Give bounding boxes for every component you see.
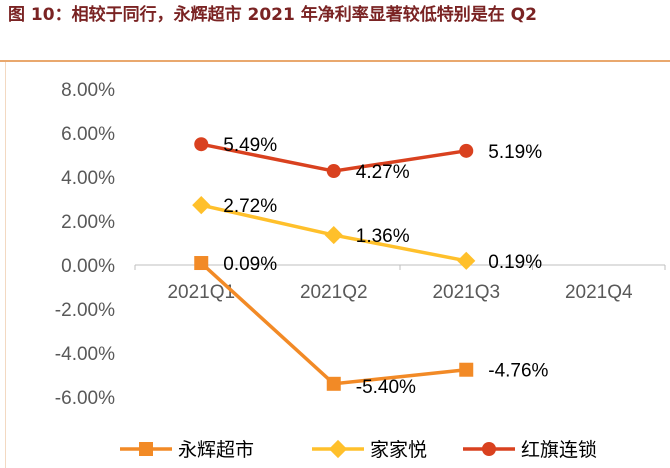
- data-point-marker: [459, 362, 474, 377]
- legend-marker: [139, 442, 153, 456]
- data-label: 5.19%: [488, 142, 542, 163]
- legend-label: 永辉超市: [178, 439, 254, 461]
- x-tick-label: 2021Q3: [432, 282, 500, 303]
- legend-marker: [328, 439, 348, 459]
- chart-title: 图 10：相较于同行，永辉超市 2021 年净利率显著较低特别是在 Q2: [8, 5, 537, 25]
- legend-label: 家家悦: [370, 439, 427, 461]
- data-point-marker: [192, 196, 211, 215]
- title-divider: [0, 60, 670, 62]
- data-label: 0.19%: [488, 252, 542, 273]
- data-label: -5.40%: [356, 377, 416, 398]
- y-tick-label: -2.00%: [55, 300, 115, 321]
- x-tick-label: 2021Q2: [300, 282, 368, 303]
- data-label: 5.49%: [223, 135, 277, 156]
- data-point-marker: [326, 164, 341, 179]
- data-label: -4.76%: [488, 361, 548, 382]
- x-tick-label: 2021Q4: [565, 282, 633, 303]
- y-tick-label: 2.00%: [61, 212, 115, 233]
- data-label: 4.27%: [356, 162, 410, 183]
- y-tick-label: -6.00%: [55, 388, 115, 409]
- data-point-marker: [194, 256, 209, 271]
- data-point-marker: [326, 376, 341, 391]
- y-tick-label: 8.00%: [61, 80, 115, 101]
- data-label: 1.36%: [356, 226, 410, 247]
- y-tick-label: 6.00%: [61, 124, 115, 145]
- y-tick-label: -4.00%: [55, 344, 115, 365]
- x-tick-label: 2021Q1: [167, 282, 235, 303]
- data-point-marker: [194, 137, 209, 152]
- legend-label: 红旗连锁: [521, 439, 597, 461]
- data-point-marker: [324, 225, 343, 245]
- data-point-marker: [457, 251, 476, 270]
- data-label: 0.09%: [223, 254, 277, 275]
- data-label: 2.72%: [223, 196, 277, 217]
- data-point-marker: [459, 143, 474, 158]
- y-tick-label: 4.00%: [61, 168, 115, 189]
- left-border: [5, 62, 6, 468]
- legend-marker: [482, 442, 496, 456]
- y-tick-label: 0.00%: [61, 256, 115, 277]
